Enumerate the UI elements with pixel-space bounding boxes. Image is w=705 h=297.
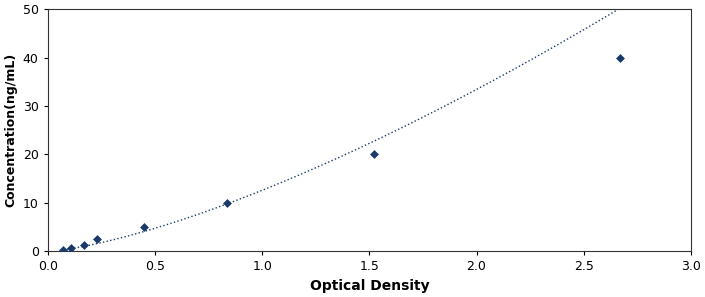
X-axis label: Optical Density: Optical Density bbox=[309, 279, 429, 293]
Point bbox=[615, 55, 626, 60]
Point bbox=[221, 200, 232, 205]
Point bbox=[66, 246, 77, 251]
Point bbox=[91, 237, 102, 241]
Point bbox=[368, 152, 379, 157]
Y-axis label: Concentration(ng/mL): Concentration(ng/mL) bbox=[4, 53, 17, 207]
Point bbox=[78, 243, 90, 248]
Point bbox=[58, 248, 69, 253]
Point bbox=[138, 225, 149, 229]
